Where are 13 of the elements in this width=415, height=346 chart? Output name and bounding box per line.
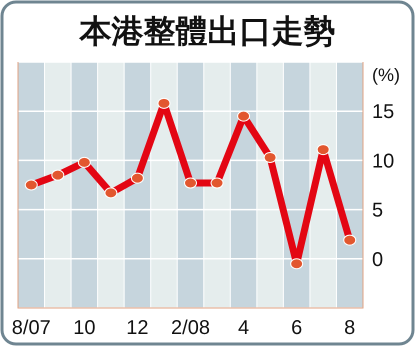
y-tick-label: 15 bbox=[372, 101, 394, 124]
x-tick-label: 6 bbox=[291, 317, 302, 339]
chart-title: 本港整體出口走勢 bbox=[78, 13, 336, 49]
x-tick-label: 8 bbox=[344, 317, 356, 339]
x-tick-label: 10 bbox=[73, 317, 96, 339]
x-tick-label: 12 bbox=[126, 317, 149, 339]
y-tick-label: 5 bbox=[372, 200, 384, 222]
y-tick-label: 10 bbox=[372, 150, 394, 172]
x-tick-label: 8/07 bbox=[12, 317, 51, 339]
y-axis-title: (%) bbox=[372, 65, 400, 85]
y-tick-label: 0 bbox=[372, 248, 384, 271]
x-tick-label: 2/08 bbox=[171, 317, 210, 339]
x-tick-label: 4 bbox=[238, 317, 250, 339]
